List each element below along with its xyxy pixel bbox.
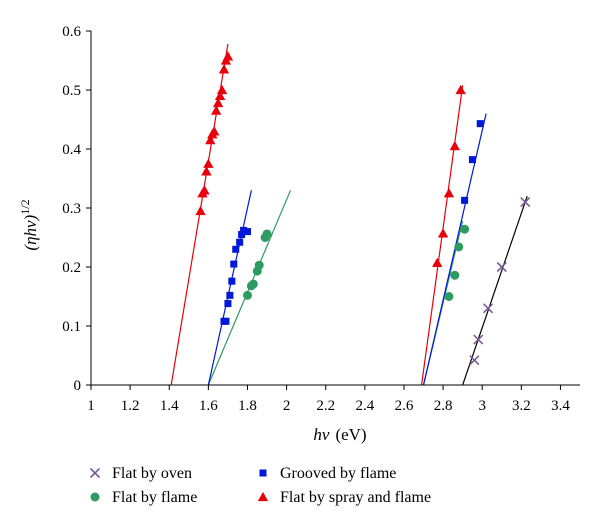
- square-marker: [232, 245, 240, 253]
- triangle-marker: [214, 90, 226, 101]
- x-marker: [89, 467, 101, 479]
- x-tick-label: 1.6: [199, 398, 218, 414]
- square-marker: [228, 277, 236, 285]
- tick-labels: 1 1.2 1.4 1.6 1.8 2 2.2 2.4 2.6 2.8 3 3.2 3.4 0 0.1 0.2…: [62, 24, 570, 414]
- x-axis-title: hν (eV): [313, 425, 366, 444]
- square-marker: [224, 300, 232, 308]
- x-marker: [496, 261, 507, 273]
- triangle-marker: [432, 257, 443, 268]
- circle-marker: [248, 279, 258, 289]
- y-tick-label: 0.2: [62, 260, 81, 276]
- square-marker: [238, 231, 246, 239]
- triangle-marker: [216, 84, 228, 95]
- x-tick-label: 3: [478, 398, 486, 414]
- y-tick-label: 0.1: [62, 319, 81, 335]
- square-marker: [476, 120, 484, 128]
- x-tick-label: 1: [87, 398, 95, 414]
- y-tick-label: 0.5: [62, 83, 81, 99]
- triangle-marker: [205, 134, 216, 145]
- circle-marker: [454, 242, 464, 252]
- triangle-marker: [455, 84, 466, 95]
- circle-marker: [254, 260, 264, 270]
- x-marker: [520, 197, 531, 208]
- fit-lines: [170, 43, 528, 386]
- triangle-marker: [437, 228, 449, 238]
- triangle-marker: [449, 140, 460, 151]
- x-tick-label: 1.8: [238, 398, 257, 414]
- triangle-marker: [257, 491, 269, 502]
- triangle-marker: [212, 97, 224, 108]
- y-tick-label: 0.6: [62, 24, 81, 40]
- circle-marker: [262, 229, 272, 239]
- x-tick-label: 3.2: [512, 398, 531, 414]
- triangle-marker: [222, 51, 234, 61]
- circle-marker: [242, 290, 252, 300]
- x-tick-label: 3.4: [551, 398, 570, 414]
- x-marker: [473, 334, 484, 345]
- triangle-marker: [209, 126, 220, 136]
- triangle-marker: [203, 158, 214, 168]
- square-marker: [243, 228, 251, 236]
- fit-line: [462, 196, 528, 386]
- x-tick-label: 2: [283, 398, 291, 414]
- y-tick-label: 0: [74, 378, 82, 394]
- triangle-marker: [211, 105, 222, 115]
- axes: [86, 30, 580, 390]
- y-axis-title: (ηhν)1/2: [18, 199, 40, 250]
- x-tick-label: 2.8: [434, 398, 453, 414]
- x-tick-label: 2.4: [355, 398, 374, 414]
- circle-marker: [90, 492, 100, 502]
- triangle-marker: [218, 64, 230, 74]
- y-tick-label: 0.3: [62, 201, 81, 217]
- legend-item: Grooved by flame: [259, 465, 396, 482]
- legend-item: Flat by oven: [89, 465, 192, 482]
- square-marker: [240, 226, 248, 234]
- triangle-marker: [199, 185, 210, 195]
- square-marker: [222, 317, 230, 325]
- fit-line: [207, 190, 252, 386]
- square-marker: [230, 260, 238, 268]
- markers: [195, 51, 531, 366]
- y-axis-title-exp: 1/2: [18, 199, 32, 214]
- triangle-marker: [195, 205, 206, 216]
- square-marker: [468, 156, 476, 164]
- y-tick-label: 0.4: [62, 142, 81, 158]
- x-axis-title-var: hν: [313, 425, 330, 444]
- circle-marker: [444, 292, 454, 301]
- square-marker: [259, 469, 267, 477]
- x-marker: [483, 303, 494, 314]
- x-axis-title-unit: (eV): [335, 425, 366, 444]
- legend-label: Flat by oven: [112, 465, 192, 482]
- circle-marker: [450, 270, 460, 280]
- square-marker: [226, 291, 234, 299]
- x-tick-label: 1.2: [121, 398, 140, 414]
- triangle-marker: [201, 166, 212, 176]
- legend-item: Flat by spray and flame: [257, 489, 431, 506]
- legend-label: Grooved by flame: [280, 465, 396, 482]
- x-tick-label: 2.2: [316, 398, 335, 414]
- y-axis-title-var: (ηhν): [21, 214, 40, 250]
- x-tick-label: 1.4: [160, 398, 179, 414]
- x-tick-label: 2.6: [395, 398, 414, 414]
- legend-item: Flat by flame: [90, 489, 197, 506]
- legend-label: Flat by spray and flame: [280, 489, 431, 506]
- triangle-marker: [443, 188, 455, 198]
- circle-marker: [460, 224, 470, 234]
- square-marker: [461, 196, 469, 204]
- legend-label: Flat by flame: [112, 489, 197, 506]
- square-marker: [236, 238, 244, 246]
- legend: Flat by oven Grooved by flame Flat by flam…: [89, 465, 431, 506]
- x-marker: [469, 355, 480, 366]
